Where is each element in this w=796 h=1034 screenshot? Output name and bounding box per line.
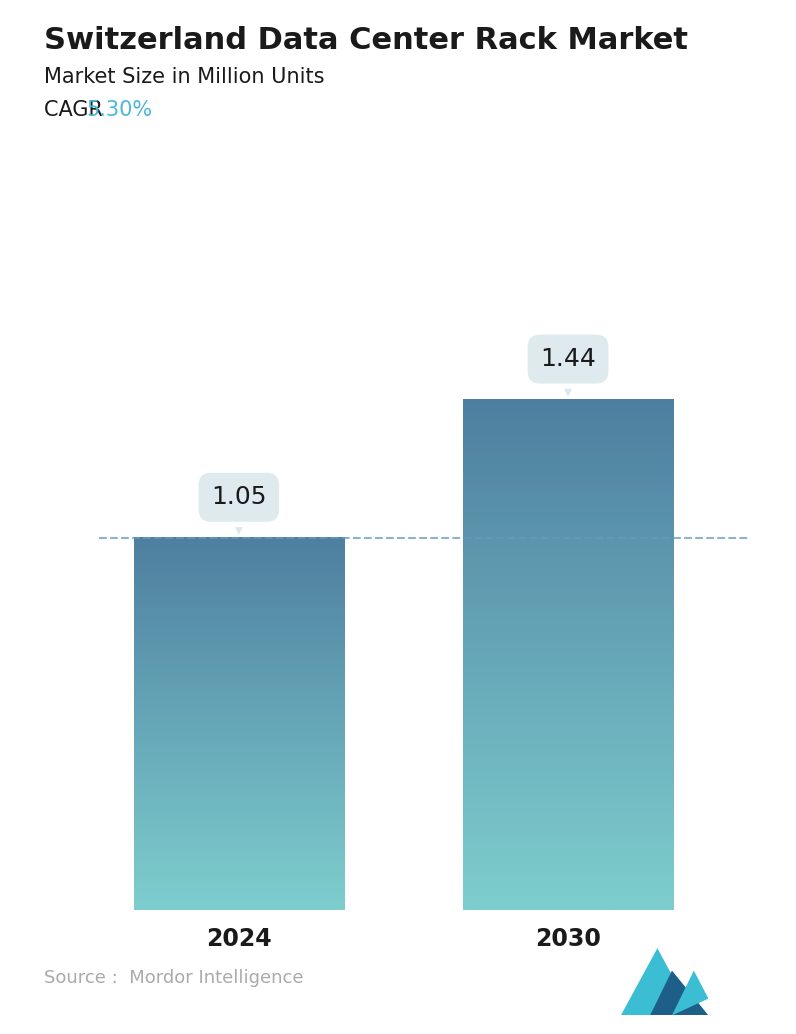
Text: 1.44: 1.44: [540, 347, 596, 397]
Text: Switzerland Data Center Rack Market: Switzerland Data Center Rack Market: [44, 26, 688, 55]
Text: 5.30%: 5.30%: [86, 100, 152, 120]
Text: Source :  Mordor Intelligence: Source : Mordor Intelligence: [44, 970, 303, 987]
Polygon shape: [672, 971, 708, 1015]
Polygon shape: [621, 948, 694, 1015]
Text: 1.05: 1.05: [211, 485, 267, 535]
Text: CAGR: CAGR: [44, 100, 109, 120]
Text: Market Size in Million Units: Market Size in Million Units: [44, 67, 324, 87]
Polygon shape: [650, 971, 708, 1015]
